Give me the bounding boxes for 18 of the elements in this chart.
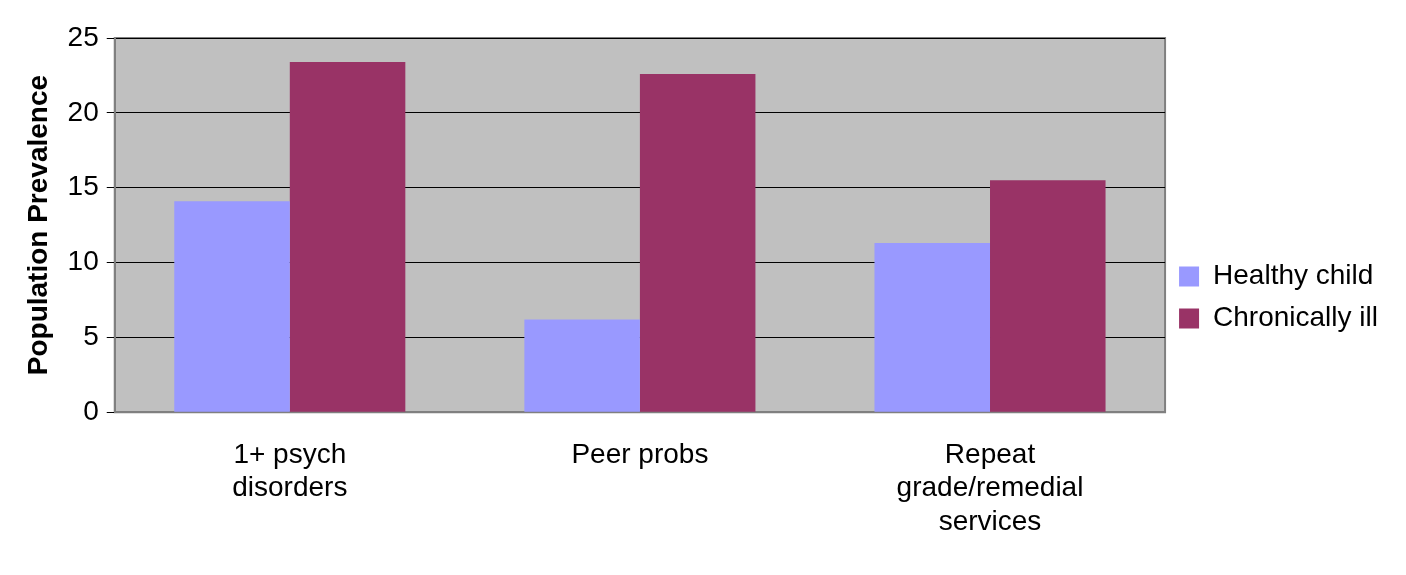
x-tick-label: 1+ psych disorders [232, 437, 348, 503]
y-tick-label: 20 [67, 95, 99, 127]
y-axis-title: Population Prevalence [21, 74, 53, 376]
y-tick-label: 10 [67, 245, 99, 277]
bar [990, 180, 1106, 412]
bar [289, 61, 406, 412]
y-tick-label: 0 [83, 394, 99, 426]
legend-label: Healthy child [1213, 259, 1374, 291]
legend-label: Chronically ill [1213, 301, 1378, 333]
y-tick-label: 15 [67, 170, 99, 202]
x-tick-label: Peer probs [571, 437, 709, 469]
bar [639, 73, 756, 412]
x-tick-label: Repeat grade/remedial services [896, 437, 1084, 536]
y-tick-label: 25 [67, 20, 99, 52]
bar [524, 319, 640, 412]
bar [174, 201, 290, 412]
bar [874, 243, 991, 412]
y-tick-label: 5 [83, 320, 99, 352]
